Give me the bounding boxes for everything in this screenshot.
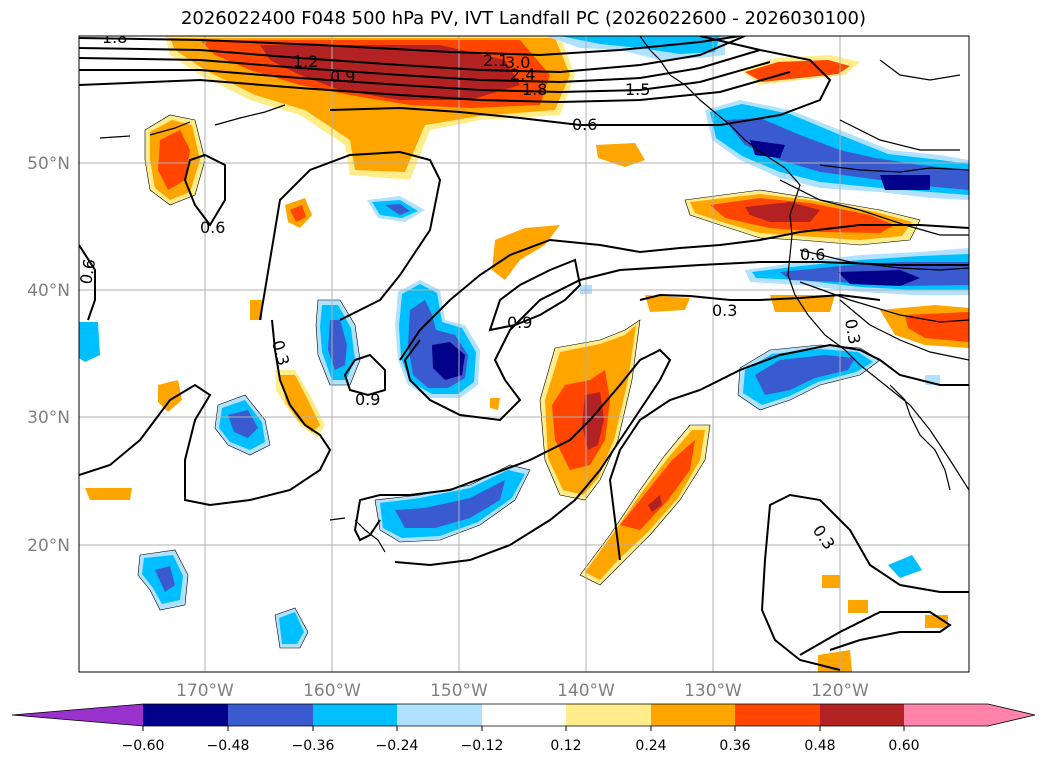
colorbar-tick-label: 0.60 (888, 738, 919, 754)
colorbar-segment (313, 704, 397, 726)
lon-label: 150°W (430, 681, 488, 701)
colorbar-tick-label: 0.48 (804, 738, 835, 754)
colorbar-segment (482, 704, 566, 726)
contour-label: 2.4 (510, 65, 535, 84)
contour-label: 1.8 (102, 28, 127, 47)
colorbar-segment (397, 704, 482, 726)
map-content: 1.8 1.2 0.9 2.1 3.0 2.4 1.8 1.5 0.6 0.6 … (76, 28, 969, 672)
contour-label: 1.5 (625, 80, 650, 99)
contour-label: 0.6 (572, 115, 597, 134)
pv-contours (79, 36, 969, 671)
lat-label: 40°N (27, 281, 70, 301)
graticule (79, 36, 969, 672)
fill-outlines (137, 114, 921, 649)
longitude-labels: 170°W 160°W 150°W 140°W 130°W 120°W (176, 681, 869, 701)
contour-label: 0.9 (330, 67, 355, 86)
contour-label: 0.9 (355, 390, 380, 409)
map-frame (78, 35, 970, 673)
colorbar-tick-label: 0.36 (719, 738, 750, 754)
colorbar-extend-high (988, 704, 1035, 726)
colorbar-tick-label: −0.48 (207, 738, 250, 754)
colorbar-segment (651, 704, 735, 726)
lon-label: 140°W (557, 681, 615, 701)
contour-label: 0.3 (841, 317, 864, 345)
colorbar-segment (566, 704, 651, 726)
colorbar-tick-label: −0.36 (292, 738, 335, 754)
colorbar-tick-label: −0.24 (376, 738, 419, 754)
contour-label: 0.6 (76, 257, 99, 285)
contour-label: 2.1 (483, 51, 508, 70)
colorbar-extend-low (12, 704, 143, 726)
contour-label: 1.8 (522, 80, 547, 99)
contour-label: 0.6 (800, 245, 825, 264)
colorbar-segment (735, 704, 820, 726)
map-title: 2026022400 F048 500 hPa PV, IVT Landfall… (180, 8, 867, 29)
colorbar-segment (228, 704, 313, 726)
coastlines (99, 36, 969, 553)
lon-label: 170°W (176, 681, 234, 701)
colorbar: −0.60 −0.48 −0.36 −0.24 −0.12 0.12 0.24 … (11, 703, 1036, 754)
colorbar-segment (904, 704, 988, 726)
colorbar-tick-label: −0.60 (122, 738, 165, 754)
contour-labels: 1.8 1.2 0.9 2.1 3.0 2.4 1.8 1.5 0.6 0.6 … (76, 28, 864, 553)
colorbar-tick-label: 0.24 (635, 738, 666, 754)
lon-label: 160°W (303, 681, 361, 701)
colorbar-segment (820, 704, 904, 726)
lat-label: 50°N (27, 154, 70, 174)
contour-label: 3.0 (505, 53, 530, 72)
latitude-labels: 50°N 40°N 30°N 20°N (27, 154, 70, 556)
lon-label: 120°W (811, 681, 869, 701)
contour-label: 0.3 (712, 301, 737, 320)
lon-label: 130°W (684, 681, 742, 701)
lat-label: 30°N (27, 408, 70, 428)
colorbar-segment (143, 704, 228, 726)
lat-label: 20°N (27, 536, 70, 556)
contour-label: 1.2 (293, 52, 318, 71)
contour-label: 0.6 (200, 218, 225, 237)
contour-label: 0.9 (507, 313, 532, 332)
colorbar-tick-label: −0.12 (461, 738, 504, 754)
colorbar-tick-label: 0.12 (550, 738, 581, 754)
